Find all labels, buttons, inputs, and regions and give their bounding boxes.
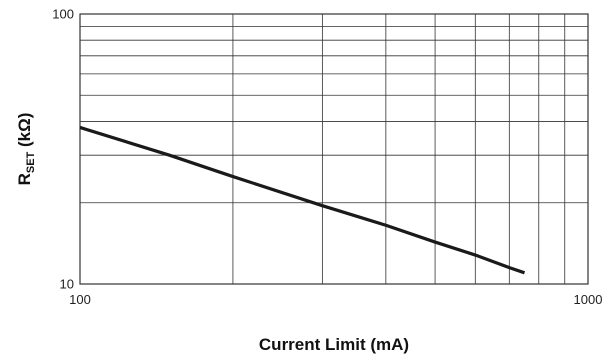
x-tick-label: 100: [69, 292, 91, 307]
y-axis-title: RSET (kΩ): [15, 113, 37, 186]
y-axis-title-main: R: [15, 173, 34, 185]
y-axis-title-suffix: (kΩ): [15, 113, 34, 152]
y-tick-label: 100: [52, 7, 74, 22]
y-tick-label: 10: [60, 277, 74, 292]
series-layer: [79, 125, 526, 275]
x-axis-title: Current Limit (mA): [259, 335, 409, 354]
y-axis-title-subscript: SET: [25, 151, 37, 173]
plot-area-frame: [79, 13, 589, 285]
x-tick-label: 1000: [574, 292, 603, 307]
series-line: [79, 125, 526, 275]
grid-lines: [80, 14, 588, 284]
